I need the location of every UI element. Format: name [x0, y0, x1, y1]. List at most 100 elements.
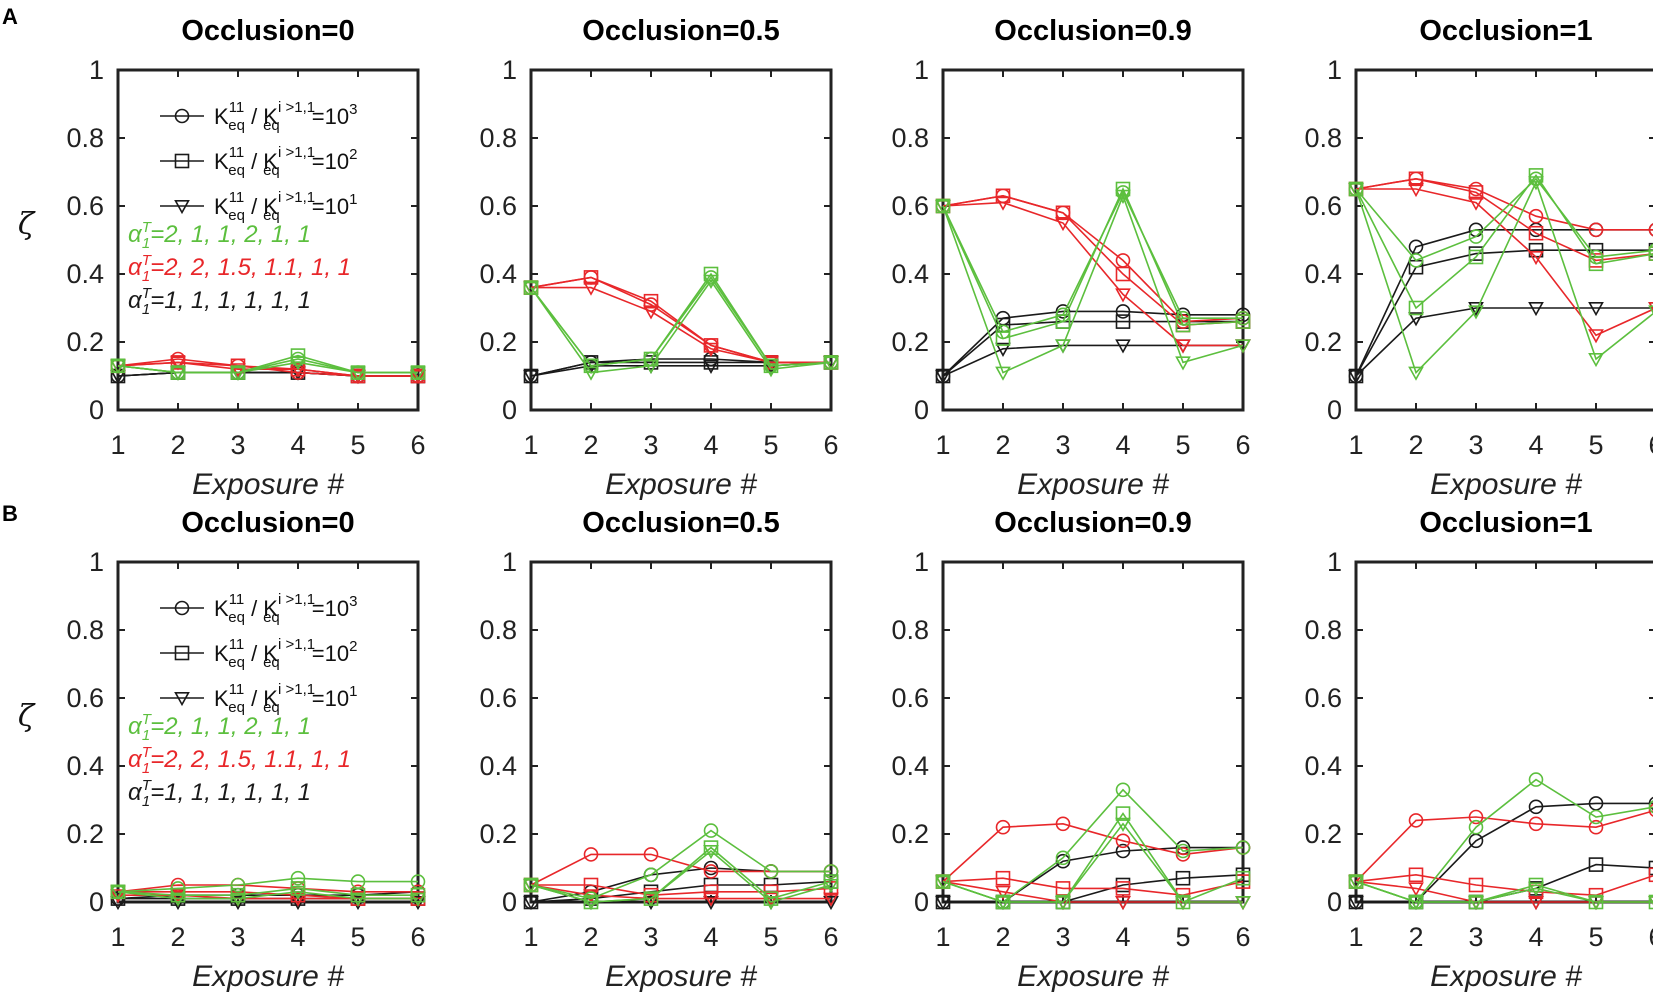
legend-text: K11 eq / Ki >1,1 eq =103 [214, 99, 357, 134]
panel-a-3: Occlusion=0.9 0 0.2 0.4 0.6 0.8 1 1 2 3 4 5 6 Exposur… [891, 15, 1251, 501]
y-tick-label: 0.4 [1304, 751, 1342, 781]
axes-box [529, 68, 833, 412]
series-line [117, 361, 418, 374]
alpha-label: αT 1=2, 1, 1, 2, 1, 1 [128, 711, 311, 744]
legend-marker [174, 600, 190, 616]
series-line [530, 279, 832, 374]
x-tick-label: 4 [290, 430, 305, 460]
x-tick-label: 2 [583, 430, 598, 460]
x-tick-label: 3 [643, 430, 658, 460]
series-line [942, 187, 1244, 340]
series-line [1355, 778, 1653, 903]
panel-title: Occlusion=0 [181, 15, 354, 47]
data-point [1588, 857, 1604, 872]
y-tick-label: 0 [914, 887, 929, 917]
y-axis-label: ζ [18, 207, 36, 242]
series-line [117, 890, 418, 900]
y-tick-label: 0 [89, 887, 104, 917]
series-line [117, 884, 418, 893]
data-point [703, 892, 719, 907]
data-point [1528, 176, 1544, 191]
legend-text: K11 eq / Ki >1,1 eq =101 [214, 681, 357, 716]
data-point [1408, 183, 1424, 198]
series-line [1355, 177, 1653, 262]
legend: K11 eq / Ki >1,1 eq =103 K11 eq / Ki >1,1 eq =1… [128, 99, 357, 318]
data-point [1528, 882, 1544, 897]
data-point [1588, 819, 1604, 835]
axes-box [529, 560, 833, 904]
data-point [1115, 895, 1131, 911]
data-point [1588, 895, 1604, 911]
series-line [942, 344, 1243, 377]
series-line [1355, 174, 1653, 310]
x-tick-label: 4 [290, 922, 305, 952]
series-line [1355, 880, 1653, 903]
data-point [643, 895, 659, 911]
data-point [523, 369, 539, 385]
data-point [1648, 867, 1653, 883]
y-tick-label: 0 [89, 395, 104, 425]
data-point [1528, 799, 1544, 815]
data-point [350, 892, 366, 907]
data-point [583, 847, 599, 862]
data-point [1115, 189, 1131, 204]
data-point [1115, 782, 1131, 798]
data-point [583, 895, 599, 911]
data-point [1348, 369, 1364, 385]
data-point [1588, 256, 1604, 272]
data-point [823, 874, 839, 889]
y-tick-label: 0.6 [66, 191, 104, 221]
panel-b-3: Occlusion=0.9 0 0.2 0.4 0.6 0.8 1 1 2 3 4 5 6 Exposur… [891, 507, 1251, 993]
y-tick-label: 0 [1327, 395, 1342, 425]
x-tick-label: 1 [1348, 430, 1363, 460]
data-point [703, 274, 719, 289]
x-axis-label: Exposure # [1017, 960, 1169, 993]
data-point [1175, 339, 1191, 354]
data-point [350, 887, 366, 903]
x-tick-label: 6 [823, 922, 838, 952]
alpha-label: αT 1=1, 1, 1, 1, 1, 1 [128, 777, 311, 810]
x-tick-label: 3 [230, 430, 245, 460]
y-tick-label: 0.6 [1304, 191, 1342, 221]
series-line [1355, 177, 1653, 231]
legend-marker [174, 108, 190, 124]
data-point [230, 363, 246, 378]
data-point [170, 887, 186, 903]
data-point [703, 840, 719, 855]
panel-title: Occlusion=0.9 [994, 507, 1191, 539]
x-tick-label: 2 [1408, 922, 1423, 952]
alpha-label: αT 1=2, 2, 1.5, 1.1, 1, 1 [128, 744, 351, 777]
x-tick-label: 4 [703, 430, 718, 460]
x-tick-label: 3 [230, 922, 245, 952]
y-tick-label: 0.2 [66, 327, 104, 357]
series-line [942, 822, 1243, 903]
series-line [530, 272, 832, 367]
axes-box [941, 68, 1245, 412]
data-point [1175, 356, 1191, 371]
data-point [523, 895, 539, 911]
data-point [823, 864, 839, 879]
data-point [1588, 301, 1604, 317]
y-tick-label: 0.6 [479, 191, 517, 221]
data-point [1175, 870, 1191, 886]
data-point [703, 359, 719, 374]
data-point [1528, 251, 1544, 266]
data-point [1408, 253, 1424, 268]
series-line [942, 822, 1244, 883]
data-point [110, 889, 126, 904]
x-tick-label: 3 [1468, 922, 1483, 952]
data-point [410, 887, 426, 903]
data-point [110, 885, 126, 900]
series-line [1355, 177, 1653, 262]
data-point [643, 359, 659, 374]
y-tick-label: 0.2 [479, 819, 517, 849]
y-tick-label: 0.4 [479, 751, 517, 781]
data-point [703, 844, 719, 860]
data-point [995, 331, 1011, 346]
data-point [1468, 305, 1484, 320]
axes-box [941, 560, 1245, 904]
series-line [1355, 873, 1653, 897]
legend-marker [174, 153, 190, 169]
data-point [995, 366, 1011, 381]
